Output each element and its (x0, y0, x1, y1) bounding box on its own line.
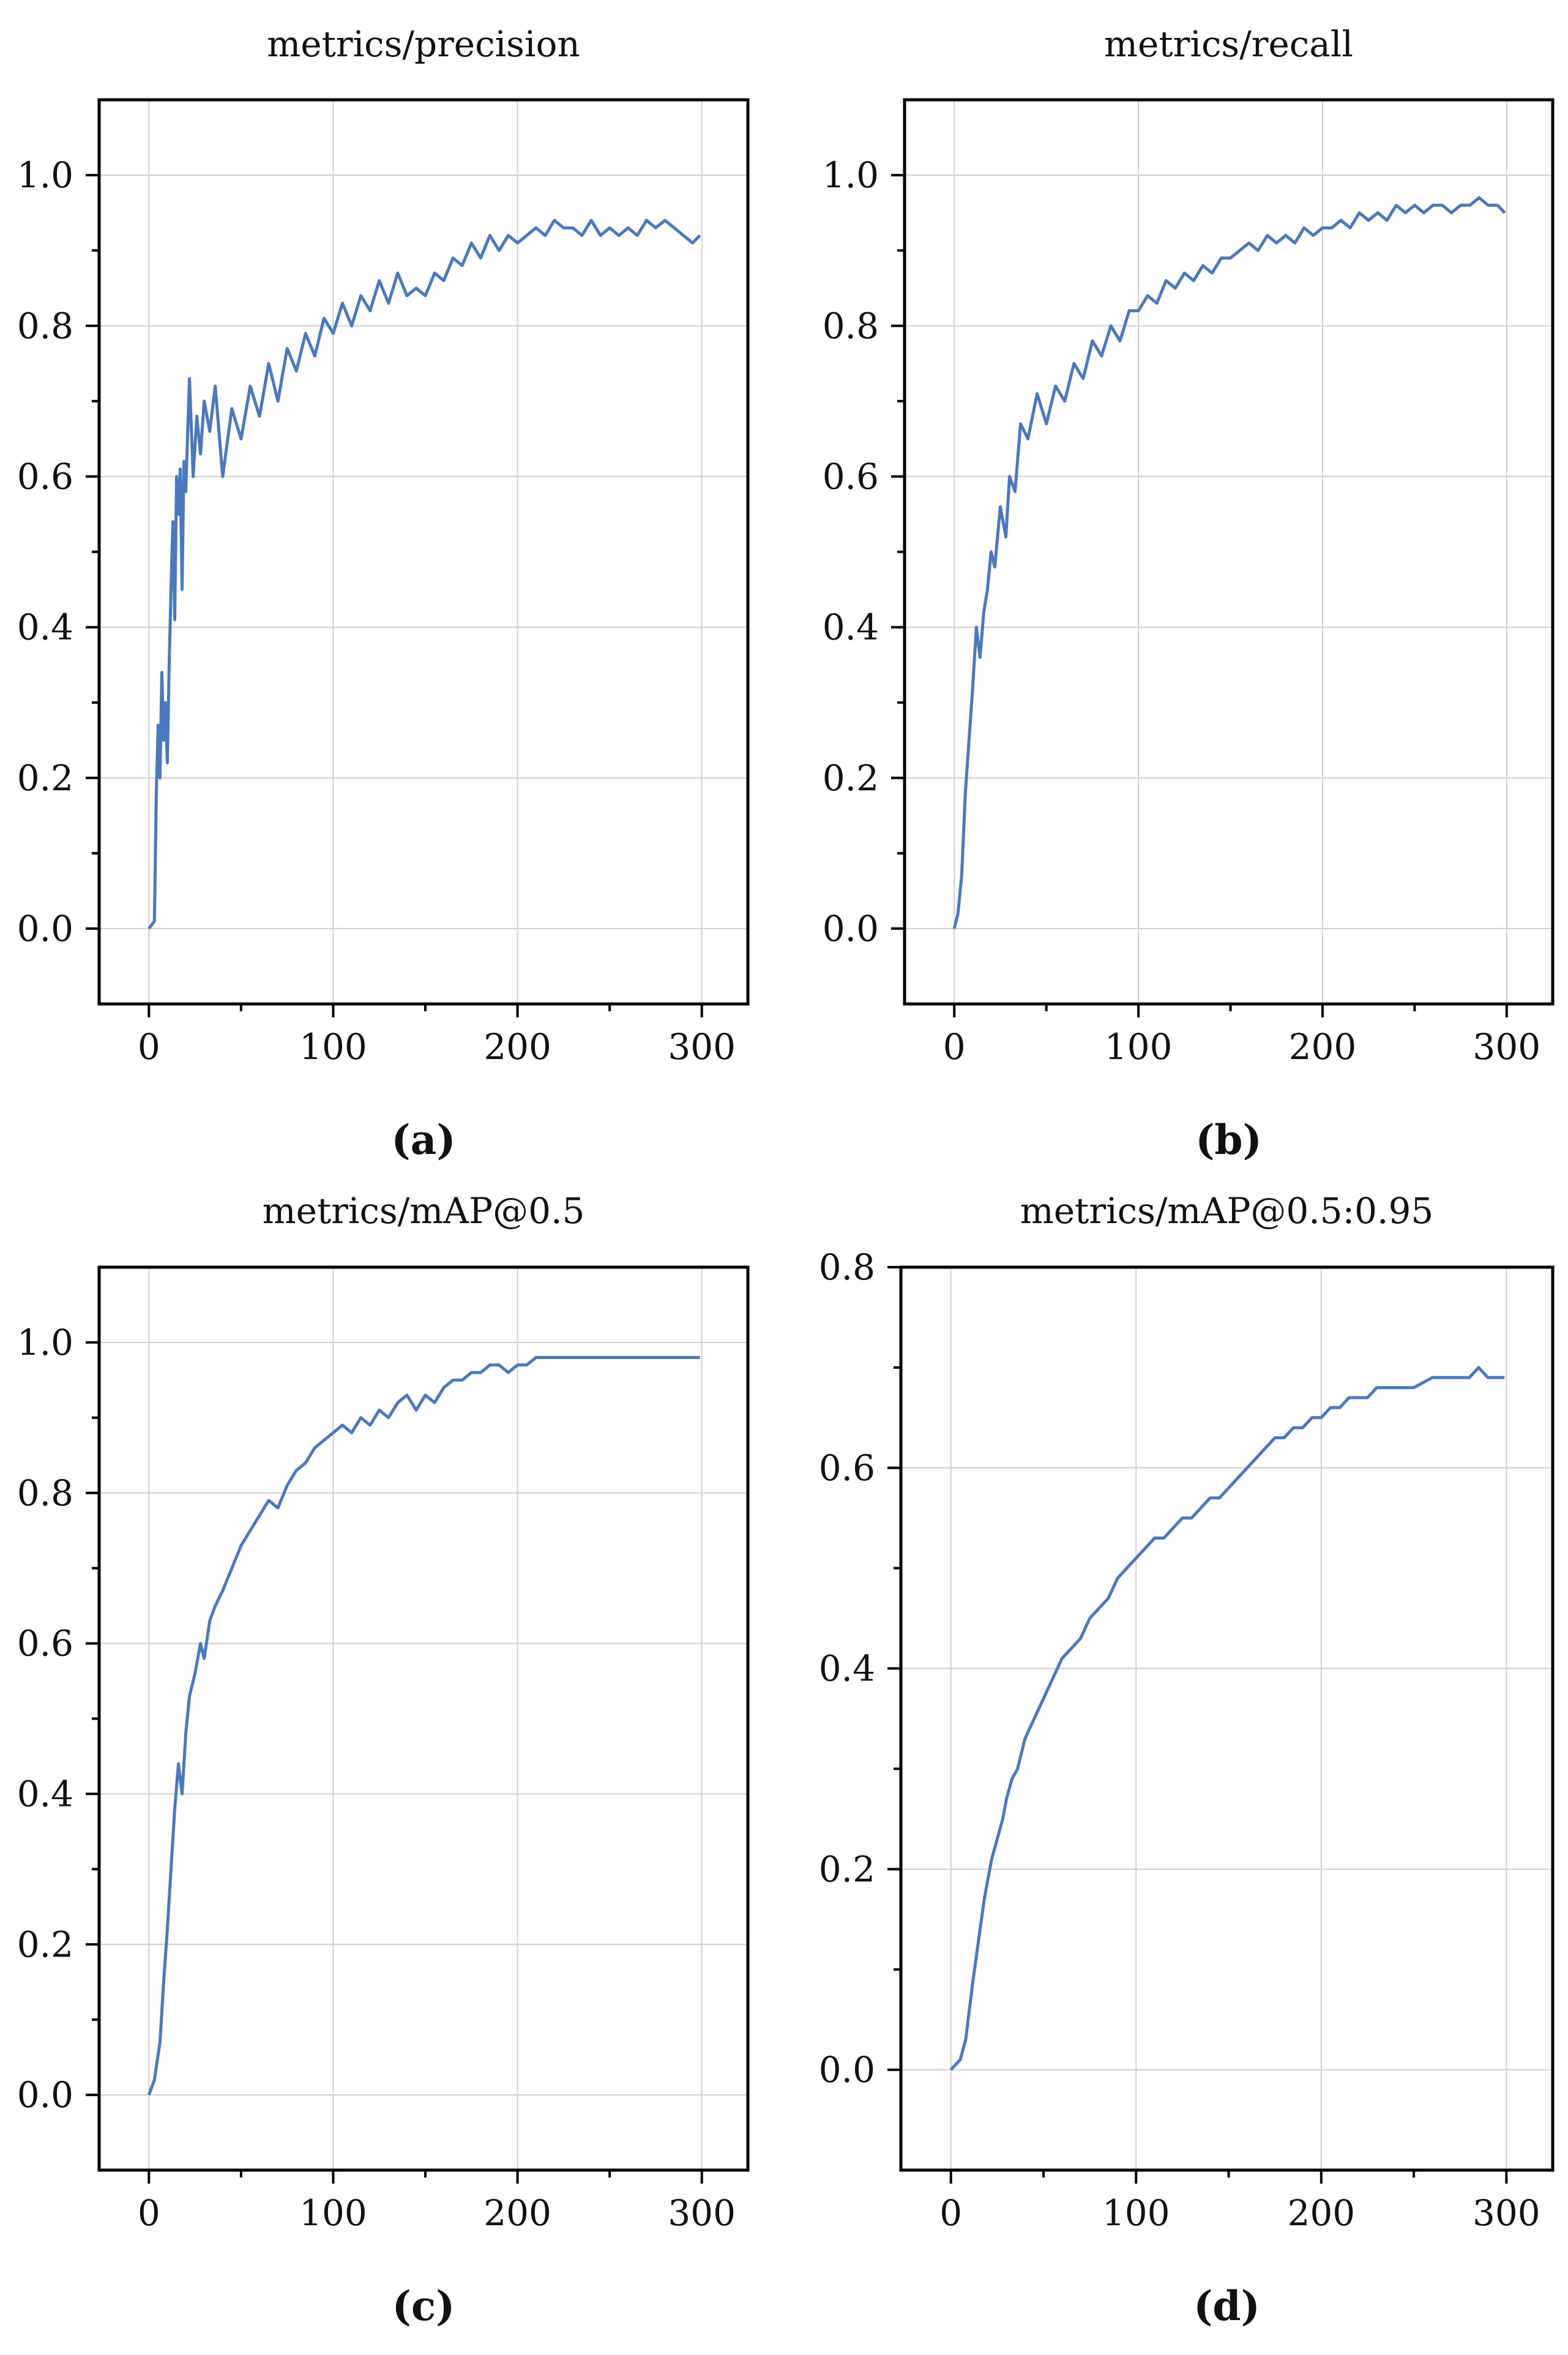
x-tick-label: 300 (1473, 2192, 1540, 2234)
subplot-caption: (d) (1193, 2282, 1260, 2330)
series-line (147, 1356, 700, 2095)
subplot-caption: (b) (1195, 1116, 1262, 1164)
chart-title: metrics/mAP@0.5 (263, 1190, 585, 1232)
series-line (952, 196, 1506, 929)
series-line (147, 219, 701, 930)
y-tick-label: 0.8 (823, 305, 879, 346)
subplot-c: 0 100 200 300 0.0 0.2 0.4 0.6 0.8 1.0 metrics/mAP@… (17, 1190, 750, 2330)
y-tick-label: 0.0 (823, 908, 879, 949)
x-tick-label: 300 (668, 2192, 736, 2234)
y-tick-label: 0.0 (17, 2074, 73, 2116)
x-tick-label: 0 (943, 1026, 966, 1068)
x-tick-label: 300 (1473, 1026, 1540, 1068)
x-tick-label: 200 (1289, 1026, 1357, 1068)
plot-frame (97, 98, 750, 1006)
chart-title: metrics/precision (267, 23, 580, 65)
x-tick-label: 200 (483, 2192, 551, 2234)
y-tick-label: 0.8 (17, 305, 73, 346)
plot-frame (97, 1265, 750, 2172)
y-tick-label: 0.4 (823, 607, 879, 648)
subplot-d: 0 100 200 300 0.0 0.2 0.4 0.6 0.8 metrics/mAP@0.5… (819, 1190, 1555, 2330)
y-tick-label: 0.8 (17, 1472, 73, 1514)
subplot-b: 0 100 200 300 0.0 0.2 0.4 0.6 0.8 1.0 metrics/reca… (823, 23, 1555, 1164)
y-tick-label: 1.0 (17, 154, 73, 196)
subplot-a: 0 100 200 300 0.0 0.2 0.4 0.6 0.8 1.0 metrics/prec… (17, 23, 750, 1164)
chart-title: metrics/mAP@0.5:0.95 (1020, 1190, 1434, 1232)
y-tick-label: 0.4 (819, 1648, 875, 1690)
x-tick-label: 100 (299, 1026, 367, 1068)
x-tick-label: 0 (138, 2192, 160, 2234)
y-tick-label: 0.2 (823, 757, 879, 799)
y-tick-label: 0.2 (819, 1848, 875, 1890)
x-tick-label: 0 (138, 1026, 160, 1068)
x-tick-label: 200 (483, 1026, 551, 1068)
y-tick-label: 0.0 (819, 2049, 875, 2091)
x-tick-label: 0 (939, 2192, 962, 2234)
x-tick-label: 100 (1105, 1026, 1173, 1068)
x-tick-label: 100 (299, 2192, 367, 2234)
plot-frame (903, 98, 1555, 1006)
y-tick-label: 1.0 (17, 1322, 73, 1363)
y-tick-label: 0.4 (17, 607, 73, 648)
y-tick-label: 0.6 (819, 1447, 875, 1489)
x-tick-label: 300 (668, 1026, 736, 1068)
y-tick-label: 0.6 (823, 455, 879, 497)
y-tick-label: 1.0 (823, 154, 879, 196)
y-tick-label: 0.6 (17, 455, 73, 497)
subplot-caption: (c) (392, 2282, 455, 2330)
y-tick-label: 0.2 (17, 1923, 73, 1965)
y-tick-label: 0.2 (17, 757, 73, 799)
plot-frame (899, 1265, 1555, 2172)
y-tick-label: 0.0 (17, 908, 73, 949)
y-tick-label: 0.4 (17, 1773, 73, 1814)
series-line (949, 1366, 1505, 2071)
subplot-caption: (a) (391, 1116, 455, 1164)
y-tick-label: 0.8 (819, 1246, 875, 1288)
x-tick-label: 100 (1102, 2192, 1170, 2234)
y-tick-label: 0.6 (17, 1623, 73, 1664)
chart-title: metrics/recall (1104, 23, 1353, 65)
x-tick-label: 200 (1287, 2192, 1355, 2234)
